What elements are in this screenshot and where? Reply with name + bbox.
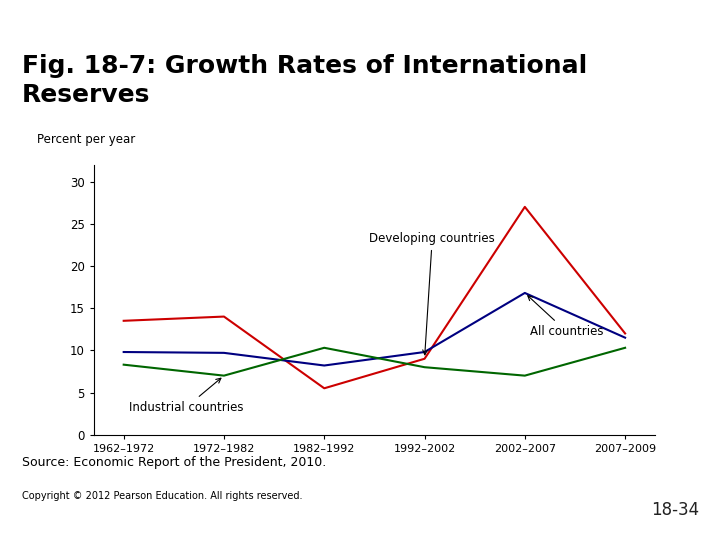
Text: Industrial countries: Industrial countries bbox=[129, 378, 243, 414]
Text: Fig. 18-7: Growth Rates of International
Reserves: Fig. 18-7: Growth Rates of International… bbox=[22, 54, 587, 107]
Text: Copyright © 2012 Pearson Education. All rights reserved.: Copyright © 2012 Pearson Education. All … bbox=[22, 491, 302, 502]
Text: Developing countries: Developing countries bbox=[369, 232, 495, 355]
Text: 18-34: 18-34 bbox=[651, 501, 699, 519]
Text: Source: Economic Report of the President, 2010.: Source: Economic Report of the President… bbox=[22, 456, 326, 469]
Text: Percent per year: Percent per year bbox=[37, 133, 135, 146]
Text: All countries: All countries bbox=[528, 296, 603, 338]
